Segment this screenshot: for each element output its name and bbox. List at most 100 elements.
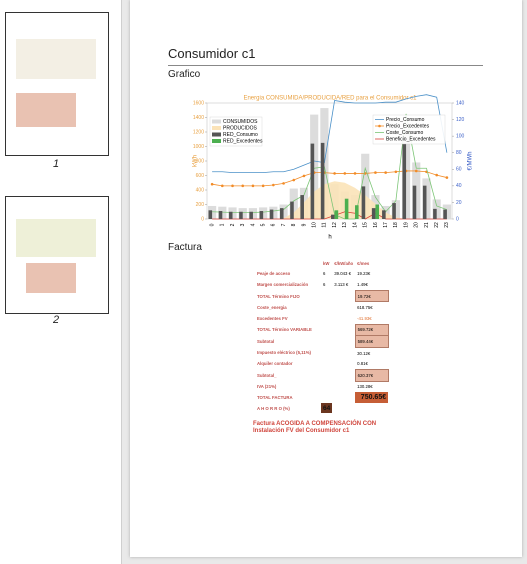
table-row: TOTAL Término FIJO 19.72€ bbox=[255, 289, 389, 303]
legend-label: Precio_Excedentes bbox=[386, 123, 430, 129]
table-cell: TOTAL Término VARIABLE bbox=[257, 327, 312, 333]
table-cell: €/kW/año bbox=[334, 260, 354, 266]
legend-swatch bbox=[212, 139, 221, 143]
page-thumbnail[interactable] bbox=[5, 196, 109, 314]
line-marker bbox=[210, 182, 214, 186]
x-tick-label: 1 bbox=[220, 223, 226, 226]
table-cell: -41.93€ bbox=[357, 315, 372, 321]
bar bbox=[248, 208, 258, 219]
bar bbox=[443, 209, 447, 219]
line-marker bbox=[272, 183, 275, 187]
bar bbox=[300, 195, 304, 219]
table-row: Excedentes FV -41.93€ bbox=[255, 313, 388, 324]
chart: Energia CONSUMIDA/PRODUCIDA/RED para el … bbox=[193, 94, 474, 241]
x-tick-label: 7 bbox=[281, 223, 287, 226]
thumbnail-sidebar: 1 2 bbox=[0, 0, 122, 564]
table-cell bbox=[332, 358, 355, 369]
x-tick-label: 9 bbox=[301, 223, 307, 226]
section-title: Factura bbox=[168, 242, 202, 253]
bar bbox=[371, 208, 376, 219]
table-cell: Impuesto eléctrico (5,11%) bbox=[257, 350, 311, 356]
y-tick-label: 600 bbox=[196, 173, 205, 179]
chart-title: Energia CONSUMIDA/PRODUCIDA/RED para el … bbox=[243, 96, 417, 102]
table-row: Impuesto eléctrico (5,11%) 30.12€ bbox=[255, 347, 388, 358]
table-row: Coste_energia 618.75€ bbox=[255, 302, 388, 313]
x-tick-label: 19 bbox=[403, 222, 409, 228]
x-tick-label: 23 bbox=[444, 222, 450, 228]
bar bbox=[433, 208, 437, 219]
table-cell: 750.65€ bbox=[355, 392, 389, 403]
table-cell: 620.37€ bbox=[354, 368, 389, 382]
x-tick-label: 13 bbox=[342, 222, 348, 228]
legend-label: PRODUCIDOS bbox=[223, 125, 258, 131]
y2-tick-label: 0 bbox=[456, 216, 459, 222]
line-marker bbox=[394, 170, 398, 174]
table-cell: Subtotal bbox=[257, 338, 275, 344]
x-tick-label: 20 bbox=[414, 222, 420, 228]
table-cell: 30.12€ bbox=[357, 350, 371, 356]
y-tick-label: 0 bbox=[201, 216, 204, 222]
table-cell bbox=[321, 290, 332, 302]
line-marker bbox=[414, 169, 418, 173]
table-cell: 6 bbox=[323, 282, 326, 288]
y2-tick-label: 100 bbox=[456, 133, 465, 139]
table-row: Peaje de acceso 6 39.043 € 19.23€ bbox=[255, 269, 388, 280]
line-marker bbox=[384, 171, 387, 174]
x-tick-label: 18 bbox=[393, 222, 399, 228]
x-tick-label: 3 bbox=[240, 223, 246, 226]
invoice-note: Factura ACOGIDA A COMPENSACIÓN CON Insta… bbox=[253, 421, 377, 434]
bar bbox=[392, 203, 396, 219]
legend-label: Precio_Consumo bbox=[386, 117, 425, 123]
bar bbox=[320, 142, 325, 219]
thumbnail-preview bbox=[16, 39, 96, 127]
x-tick-label: 21 bbox=[424, 222, 430, 228]
legend-swatch bbox=[212, 126, 221, 130]
table-cell bbox=[321, 392, 332, 403]
line-marker bbox=[261, 184, 265, 188]
table-cell: kW bbox=[323, 260, 330, 266]
y-axis-label: kWh bbox=[193, 155, 199, 167]
document-page bbox=[130, 0, 522, 557]
legend-label: RED_Consumo bbox=[223, 132, 258, 138]
line-marker bbox=[343, 172, 347, 175]
table-cell bbox=[332, 369, 355, 381]
page-thumbnail[interactable] bbox=[5, 12, 109, 156]
y-tick-label: 400 bbox=[196, 187, 205, 193]
page-number: 2 bbox=[52, 314, 60, 326]
y-tick-label: 1200 bbox=[193, 129, 204, 135]
y2-tick-label: 20 bbox=[456, 200, 462, 206]
bar bbox=[239, 211, 243, 219]
table-cell bbox=[321, 358, 332, 369]
table-cell bbox=[321, 324, 332, 336]
area bbox=[212, 181, 447, 219]
y-tick-label: 800 bbox=[196, 158, 205, 164]
page-number: 1 bbox=[52, 158, 60, 170]
table-cell: 19.72€ bbox=[354, 289, 389, 303]
legend-label: Coste_Consumo bbox=[386, 130, 423, 136]
y2-tick-label: 60 bbox=[456, 167, 462, 173]
thumb-chart bbox=[16, 219, 96, 257]
table-cell bbox=[332, 313, 355, 324]
bar bbox=[402, 143, 407, 219]
legend-swatch bbox=[212, 119, 221, 124]
table-cell: IVA (21%) bbox=[257, 384, 277, 390]
y-tick-label: 1600 bbox=[193, 100, 204, 106]
bar bbox=[375, 204, 380, 219]
line-marker bbox=[292, 178, 296, 182]
table-cell: 130.28€ bbox=[357, 384, 373, 390]
table-cell: Alquiler contador bbox=[257, 361, 293, 367]
line-marker bbox=[282, 182, 285, 185]
bar bbox=[228, 207, 237, 219]
bar bbox=[228, 211, 233, 219]
table-cell bbox=[321, 369, 332, 381]
bar bbox=[269, 209, 274, 219]
x-tick-label: 5 bbox=[260, 223, 266, 226]
table-row: kW €/kW/año €/mes bbox=[255, 258, 388, 269]
table-cell: 618.75€ bbox=[357, 305, 373, 311]
line-marker bbox=[374, 171, 377, 174]
legend-label: Beneficio_Excedentes bbox=[386, 136, 436, 142]
table-cell: 19.23€ bbox=[357, 271, 371, 277]
section-title: Grafico bbox=[168, 69, 201, 80]
x-tick-label: 0 bbox=[209, 223, 215, 226]
thumb-chart bbox=[16, 39, 96, 79]
